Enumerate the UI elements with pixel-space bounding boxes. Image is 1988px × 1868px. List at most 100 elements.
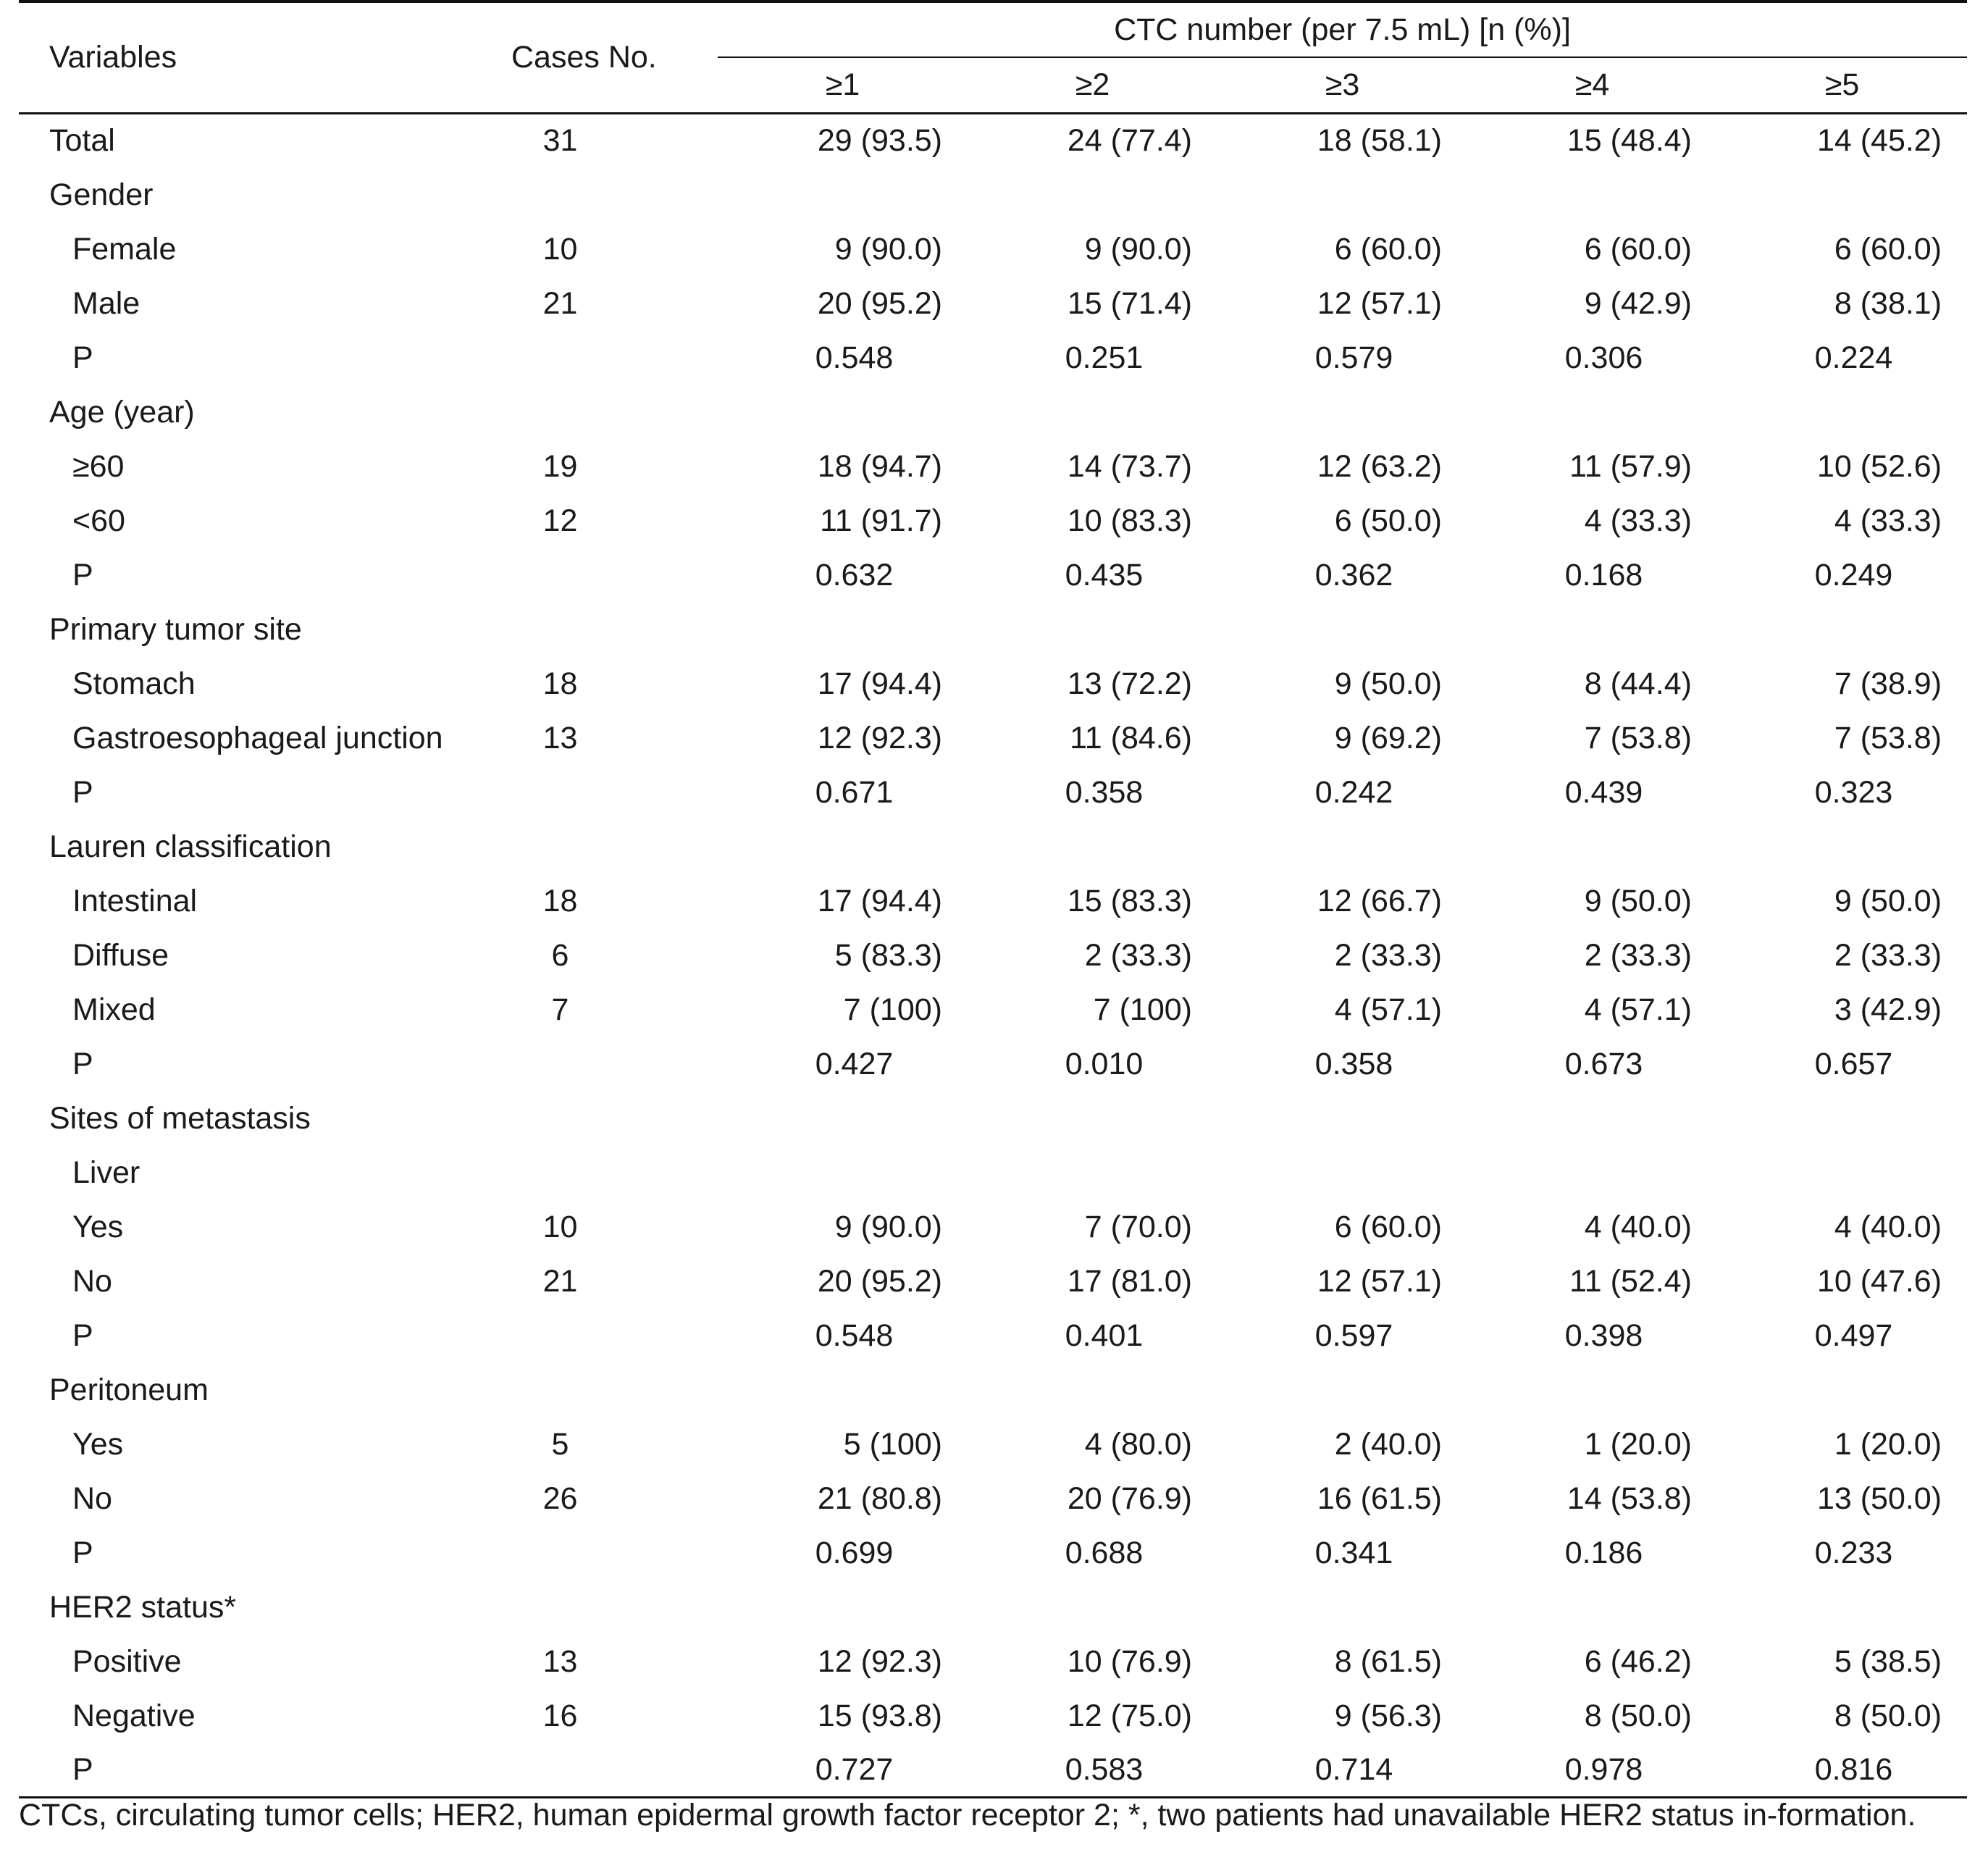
table-row: Intestinal 18 17 (94.4) 15 (83.3) 12 (66.7) 9… — [19, 874, 1967, 929]
p-value-cell: 0.224 — [1814, 340, 1893, 375]
value-cell: 9 (90.0) — [834, 231, 942, 267]
p-value-cell: 0.671 — [815, 774, 894, 810]
p-value-label: P — [72, 1318, 93, 1353]
cases-cell — [511, 1743, 718, 1798]
table-row: Yes 10 9 (90.0) 7 (70.0) 6 (60.0) 4 (40.0) 4 (… — [19, 1200, 1967, 1255]
p-value-cell: 0.251 — [1065, 340, 1144, 375]
value-cell: 17 (94.4) — [817, 666, 942, 701]
cases-cell — [511, 385, 718, 440]
header-threshold: ≥3 — [1217, 57, 1467, 114]
value-cell — [1217, 1092, 1467, 1146]
value-cell: 12 (57.1) — [1317, 1263, 1442, 1299]
p-value-label: P — [72, 557, 93, 592]
group-label: Primary tumor site — [49, 611, 302, 647]
value-cell: 4 (57.1) — [1334, 992, 1442, 1027]
value-cell: 8 (61.5) — [1334, 1643, 1442, 1679]
value-cell: 4 (33.3) — [1584, 503, 1692, 538]
value-cell — [718, 168, 968, 222]
value-cell: 17 (81.0) — [1067, 1263, 1192, 1299]
cases-cell: 31 — [542, 123, 578, 159]
p-value-cell: 0.632 — [815, 557, 894, 592]
value-cell: 15 (71.4) — [1067, 285, 1192, 321]
cases-cell — [511, 548, 718, 603]
value-cell: 12 (92.3) — [817, 720, 942, 755]
table-row: Mixed 7 7 (100) 7 (100) 4 (57.1) 4 (57.1) 3 (4… — [19, 983, 1967, 1037]
value-cell: 9 (50.0) — [1834, 883, 1942, 918]
p-value-cell: 0.597 — [1314, 1318, 1393, 1353]
p-value-cell: 0.699 — [815, 1535, 894, 1570]
table-row: Female 10 9 (90.0) 9 (90.0) 6 (60.0) 6 (60.0)… — [19, 222, 1967, 277]
value-cell: 20 (95.2) — [817, 285, 942, 321]
value-cell — [1717, 603, 1967, 657]
value-cell: 20 (95.2) — [817, 1263, 942, 1299]
p-value-cell: 0.579 — [1314, 340, 1393, 375]
p-value-label: P — [19, 1743, 511, 1798]
cases-cell: 5 — [551, 1426, 569, 1462]
value-cell — [718, 385, 968, 440]
value-cell — [968, 1580, 1217, 1635]
value-cell — [718, 1580, 968, 1635]
value-cell: 7 (53.8) — [1584, 720, 1692, 755]
p-value-cell: 0.548 — [815, 340, 894, 375]
value-cell: 13 (50.0) — [1816, 1480, 1942, 1516]
table-row: Primary tumor site — [19, 603, 1967, 657]
cases-cell: 19 — [542, 448, 578, 484]
cases-cell: 7 — [551, 992, 569, 1027]
cases-cell — [511, 1309, 718, 1363]
table-row: P 0.548 0.401 0.597 0.398 0.497 — [19, 1309, 1967, 1363]
row-label: Negative — [72, 1698, 196, 1733]
header-threshold: ≥5 — [1717, 57, 1968, 114]
ctc-data-table: Variables Cases No. CTC number (per 7.5 … — [19, 0, 1968, 1798]
table-container: Variables Cases No. CTC number (per 7.5 … — [19, 0, 1968, 1798]
p-value-label: P — [72, 1046, 93, 1081]
group-label: Sites of metastasis — [49, 1100, 311, 1136]
row-label: ≥60 — [72, 448, 125, 484]
table-row: Age (year) — [19, 385, 1967, 440]
table-row: Sites of metastasis — [19, 1092, 1967, 1146]
p-value-cell: 0.249 — [1814, 557, 1893, 592]
table-row: P 0.632 0.435 0.362 0.168 0.249 — [19, 548, 1967, 603]
value-cell — [968, 1146, 1217, 1200]
value-cell: 4 (40.0) — [1834, 1209, 1942, 1244]
cases-cell — [511, 603, 718, 657]
value-cell: 18 (94.7) — [817, 448, 942, 484]
row-label: Yes — [72, 1426, 124, 1462]
value-cell: 7 (70.0) — [1084, 1209, 1192, 1244]
p-value-cell: 0.439 — [1564, 774, 1643, 810]
value-cell: 10 (52.6) — [1816, 448, 1942, 484]
value-cell: 15 (48.4) — [1567, 123, 1692, 159]
value-cell: 15 (83.3) — [1067, 883, 1192, 918]
p-value-cell: 0.714 — [1217, 1743, 1467, 1798]
value-cell — [1717, 820, 1967, 874]
value-cell: 20 (76.9) — [1067, 1480, 1192, 1516]
table-row: P 0.548 0.251 0.579 0.306 0.224 — [19, 331, 1967, 385]
value-cell: 11 (84.6) — [1070, 720, 1192, 755]
value-cell: 7 (38.9) — [1834, 666, 1942, 701]
group-label: Lauren classification — [49, 829, 332, 864]
cases-cell: 12 — [542, 503, 578, 538]
value-cell — [1217, 1146, 1467, 1200]
value-cell: 9 (50.0) — [1584, 883, 1692, 918]
row-label: Stomach — [72, 666, 196, 701]
table-row: Yes 5 5 (100) 4 (80.0) 2 (40.0) 1 (20.0) 1 (20… — [19, 1417, 1967, 1472]
cases-cell — [511, 1146, 718, 1200]
p-value-cell: 0.548 — [815, 1318, 894, 1353]
value-cell — [1467, 1580, 1717, 1635]
value-cell — [1717, 1146, 1967, 1200]
table-row: P 0.699 0.688 0.341 0.186 0.233 — [19, 1526, 1967, 1580]
value-cell: 14 (73.7) — [1067, 448, 1192, 484]
table-row: Gastroesophageal junction 13 12 (92.3) 11 (… — [19, 711, 1967, 766]
p-value-cell: 0.435 — [1065, 557, 1144, 592]
value-cell — [1717, 1580, 1967, 1635]
value-cell: 13 (72.2) — [1067, 666, 1192, 701]
value-cell: 9 (56.3) — [1334, 1698, 1442, 1733]
group-label: HER2 status* — [49, 1589, 237, 1625]
value-cell: 12 (75.0) — [1067, 1698, 1192, 1733]
value-cell: 9 (50.0) — [1334, 666, 1442, 701]
p-value-cell: 0.398 — [1564, 1318, 1643, 1353]
table-row: Positive 13 12 (92.3) 10 (76.9) 8 (61.5) 6 (4… — [19, 1635, 1967, 1689]
row-label: Liver — [72, 1155, 140, 1190]
value-cell — [968, 168, 1217, 222]
value-cell: 9 (42.9) — [1584, 285, 1692, 321]
cases-cell — [511, 1363, 718, 1417]
